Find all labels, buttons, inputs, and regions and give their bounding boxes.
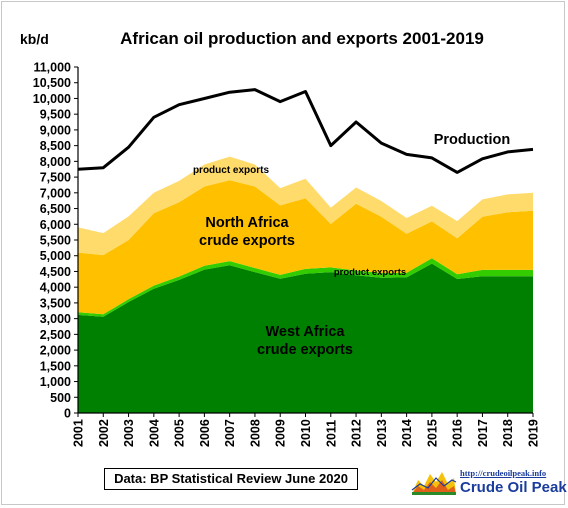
x-tick-label: 2019	[527, 419, 541, 447]
axes	[74, 66, 534, 417]
brand-url-link[interactable]: http://crudeoilpeak.info	[460, 468, 547, 478]
y-tick-label: 3,500	[40, 296, 71, 310]
y-tick-label: 3,000	[40, 312, 71, 326]
x-tick-label: 2017	[476, 419, 490, 447]
y-tick-label: 2,500	[40, 328, 71, 342]
x-tick-label: 2003	[122, 419, 136, 447]
x-tick-label: 2015	[425, 419, 439, 447]
y-tick-label: 4,500	[40, 265, 71, 279]
brand-name: Crude Oil Peak	[460, 479, 567, 496]
y-tick-label: 1,000	[40, 375, 71, 389]
y-tick-label: 7,500	[40, 171, 71, 185]
x-tick-label: 2013	[375, 419, 389, 447]
x-tick-label: 2004	[147, 419, 161, 447]
y-tick-label: 8,000	[40, 155, 71, 169]
y-tick-label: 10,500	[33, 76, 71, 90]
x-tick-label: 2001	[72, 419, 86, 447]
label-production: Production	[434, 132, 511, 148]
x-tick-label: 2009	[274, 419, 288, 447]
area-west-africa-product-exports	[78, 258, 533, 317]
y-tick-label: 10,000	[33, 92, 71, 106]
y-tick-label: 1,500	[40, 359, 71, 373]
x-tick-label: 2007	[223, 419, 237, 447]
x-tick-label: 2008	[248, 419, 262, 447]
line-production	[77, 88, 534, 174]
y-tick-label: 7,000	[40, 186, 71, 200]
area-north-africa-crude-exports	[78, 180, 533, 315]
x-tick-label: 2012	[350, 419, 364, 447]
y-tick-label: 0	[64, 407, 71, 421]
chart-title: African oil production and exports 2001-…	[120, 29, 484, 48]
y-tick-label: 6,000	[40, 218, 71, 232]
area-north-africa-product-exports	[78, 156, 533, 256]
line-layer	[77, 88, 534, 174]
y-tick-label: 8,500	[40, 139, 71, 153]
brand-logo-block: http://crudeoilpeak.info Crude Oil Peak	[410, 466, 567, 498]
y-tick-label: 5,000	[40, 249, 71, 263]
y-tick-label: 2,000	[40, 344, 71, 358]
y-tick-label: 9,000	[40, 123, 71, 137]
crude-oil-peak-logo-icon	[410, 468, 458, 496]
y-tick-label: 6,500	[40, 202, 71, 216]
area-layers	[78, 156, 533, 413]
area-west-africa-crude-exports	[78, 263, 533, 413]
x-tick-labels: 2001 2002 2003 2004 2005 2006 2007 2008 2009 2010…	[72, 419, 541, 447]
y-tick-label: 500	[50, 391, 71, 405]
y-tick-label: 9,500	[40, 108, 71, 122]
y-tick-label: 11,000	[33, 61, 71, 75]
y-axis-label: kb/d	[20, 31, 49, 47]
y-tick-label: 4,000	[40, 281, 71, 295]
y-tick-label: 5,500	[40, 234, 71, 248]
x-tick-label: 2014	[400, 419, 414, 447]
x-tick-label: 2010	[299, 419, 313, 447]
label-north-africa-crude-exports: North Africa crude exports	[199, 215, 295, 249]
x-tick-label: 2002	[97, 419, 111, 447]
source-note: Data: BP Statistical Review June 2020	[104, 468, 358, 490]
x-tick-label: 2005	[173, 419, 187, 447]
label-north-africa-product-exports: product exports	[193, 165, 270, 176]
x-tick-label: 2006	[198, 419, 212, 447]
x-tick-label: 2011	[324, 420, 338, 447]
x-tick-label: 2016	[451, 419, 465, 447]
label-west-africa-crude-exports: West Africa crude exports	[257, 324, 353, 358]
label-west-africa-product-exports: product exports	[334, 267, 406, 278]
series-labels: West Africa crude exports product exports N…	[193, 132, 510, 358]
x-tick-label: 2018	[501, 419, 515, 447]
